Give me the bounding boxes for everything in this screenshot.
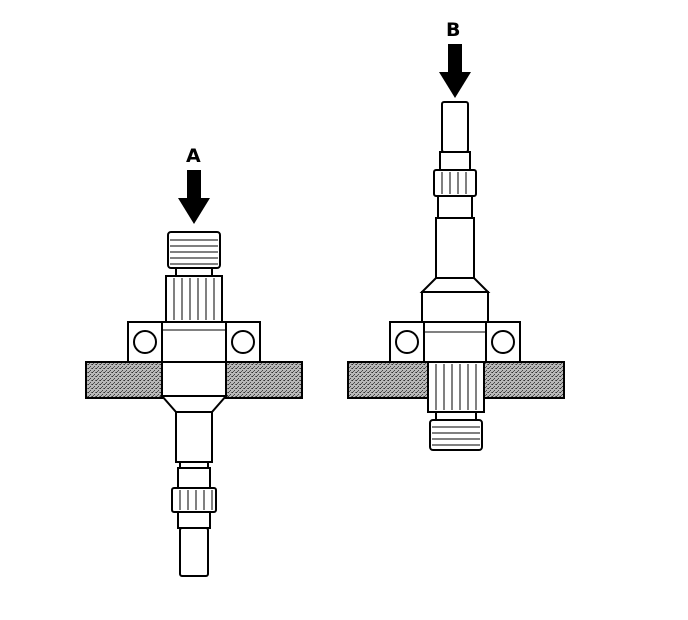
- upper-race: [433, 169, 477, 197]
- lower-race: [171, 487, 217, 513]
- label-a: A: [186, 145, 201, 167]
- support-block-left: [347, 361, 429, 399]
- spline-section: [165, 275, 223, 323]
- spline-section: [427, 361, 485, 413]
- support-block-left: [85, 361, 163, 399]
- support-block-right: [225, 361, 303, 399]
- down-arrow-icon: [178, 170, 210, 224]
- down-arrow-icon: [439, 44, 471, 98]
- threaded-end: [167, 231, 221, 269]
- label-b: B: [446, 19, 460, 41]
- support-block-right: [483, 361, 565, 399]
- threaded-end: [429, 419, 483, 451]
- assembly-a: A: [85, 145, 303, 577]
- assembly-b: B: [347, 19, 565, 451]
